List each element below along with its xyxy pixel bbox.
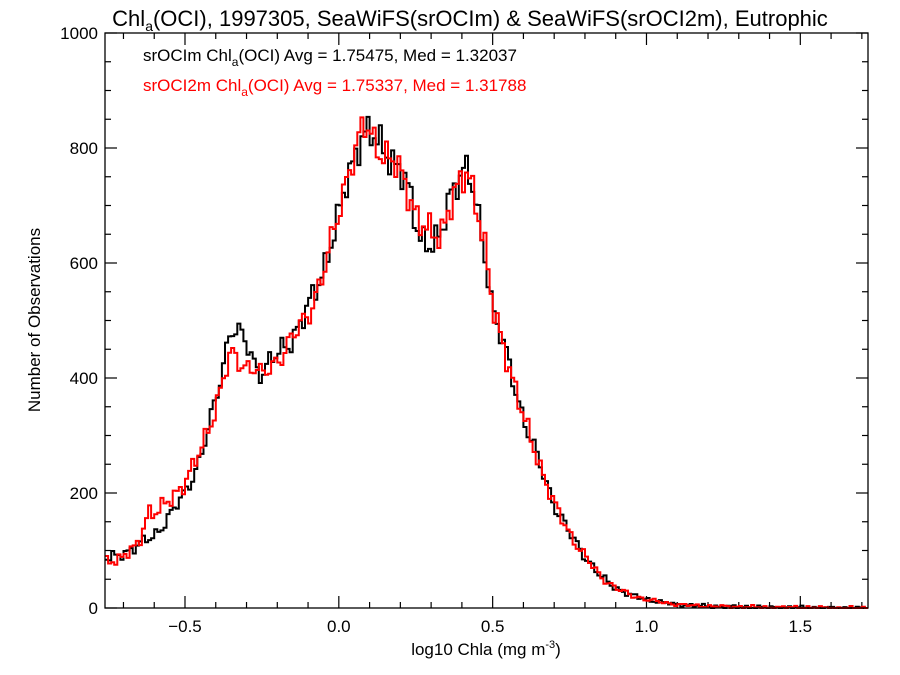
y-axis-label: Number of Observations bbox=[25, 228, 44, 412]
chart-title-suffix: (OCI), 1997305, SeaWiFS(srOCIm) & SeaWiF… bbox=[153, 6, 828, 31]
legend-entry-sroci2m: srOCI2m Chla(OCI) Avg = 1.75337, Med = 1… bbox=[143, 76, 526, 99]
histogram-line-sroci2m bbox=[105, 116, 868, 609]
x-tick-labels: −0.5 0.0 0.5 1.0 1.5 bbox=[168, 617, 812, 636]
legend-entry-srocim: srOCIm Chla(OCI) Avg = 1.75475, Med = 1.… bbox=[143, 46, 517, 69]
chart-title-prefix: Chl bbox=[112, 6, 145, 31]
legend-srocim-text-a: srOCIm Chl bbox=[143, 46, 232, 65]
y-tick-labels: 0 200 400 600 800 1000 bbox=[60, 24, 98, 618]
histogram-series bbox=[105, 115, 868, 609]
y-tick-label: 1000 bbox=[60, 24, 98, 43]
x-tick-label: 0.0 bbox=[327, 617, 351, 636]
x-tick-label: −0.5 bbox=[168, 617, 202, 636]
chart-title-subscript: a bbox=[145, 18, 153, 34]
legend-srocim-subscript: a bbox=[232, 55, 239, 69]
plot-frame bbox=[104, 32, 869, 609]
y-tick-label: 200 bbox=[70, 484, 98, 503]
legend-sroci2m-subscript: a bbox=[241, 85, 248, 99]
histogram-line-srocim bbox=[105, 115, 868, 609]
x-tick-label: 0.5 bbox=[481, 617, 505, 636]
x-tick-label: 1.5 bbox=[788, 617, 812, 636]
x-axis-label-text: log10 Chla (mg m bbox=[411, 640, 545, 659]
x-tick-label: 1.0 bbox=[635, 617, 659, 636]
x-axis-label-end: ) bbox=[555, 640, 561, 659]
y-tick-label: 800 bbox=[70, 139, 98, 158]
y-tick-label: 0 bbox=[89, 599, 98, 618]
y-tick-label: 600 bbox=[70, 254, 98, 273]
legend-sroci2m-text-b: (OCI) Avg = 1.75337, Med = 1.31788 bbox=[248, 76, 526, 95]
axis-ticks bbox=[105, 32, 868, 609]
x-axis-label-superscript: -3 bbox=[545, 639, 555, 651]
x-axis-label: log10 Chla (mg m-3) bbox=[411, 639, 561, 659]
chart-title: Chla(OCI), 1997305, SeaWiFS(srOCIm) & Se… bbox=[112, 6, 828, 34]
legend-sroci2m-text-a: srOCI2m Chl bbox=[143, 76, 241, 95]
legend-srocim-text-b: (OCI) Avg = 1.75475, Med = 1.32037 bbox=[238, 46, 516, 65]
y-tick-label: 400 bbox=[70, 369, 98, 388]
